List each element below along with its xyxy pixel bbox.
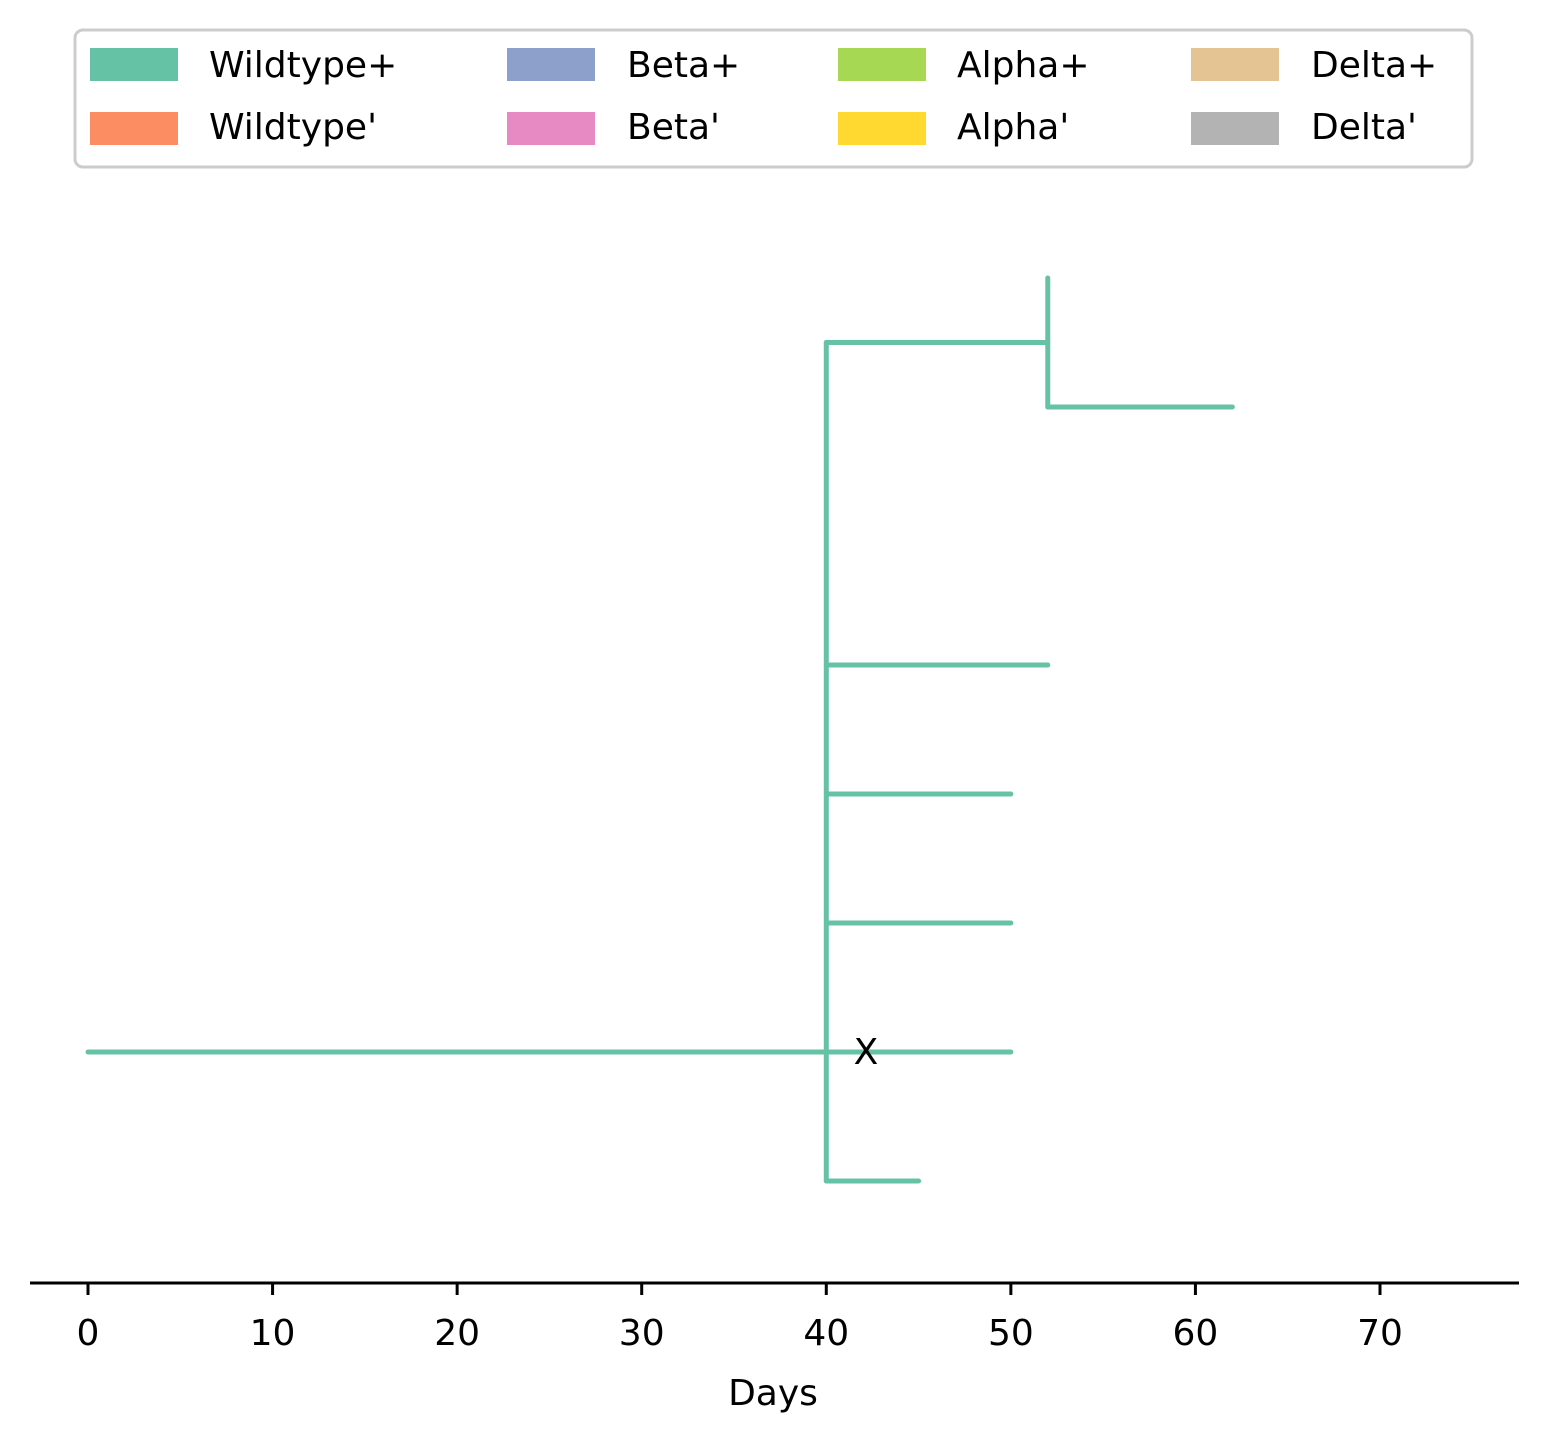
legend-swatch-wildtype-prime bbox=[90, 112, 178, 145]
x-axis-label: Days bbox=[728, 1373, 818, 1414]
legend-swatch-delta-prime bbox=[1191, 112, 1279, 145]
legend-label-alpha-plus: Alpha+ bbox=[957, 45, 1090, 86]
x-axis: 0 10 20 30 40 50 60 70 bbox=[30, 1281, 1519, 1354]
x-tick-label: 0 bbox=[77, 1313, 100, 1354]
x-tick-label: 20 bbox=[434, 1313, 480, 1354]
legend-swatch-alpha-prime bbox=[838, 112, 926, 145]
x-tick-label: 10 bbox=[250, 1313, 296, 1354]
legend-swatch-beta-plus bbox=[507, 48, 595, 81]
plot-area: X bbox=[85, 275, 1235, 1184]
legend-label-wildtype-prime: Wildtype' bbox=[209, 107, 377, 148]
legend-label-alpha-prime: Alpha' bbox=[957, 107, 1069, 148]
legend: Wildtype+ Wildtype' Beta+ Beta' Alpha+ Alpha'… bbox=[73, 28, 1474, 169]
legend-swatch-wildtype-plus bbox=[90, 48, 178, 81]
x-tick-label: 70 bbox=[1357, 1313, 1403, 1354]
legend-frame bbox=[73, 28, 1474, 169]
legend-label-beta-plus: Beta+ bbox=[627, 45, 740, 86]
legend-label-beta-prime: Beta' bbox=[627, 107, 720, 148]
legend-swatch-delta-plus bbox=[1191, 48, 1279, 81]
legend-label-delta-plus: Delta+ bbox=[1311, 45, 1437, 86]
x-tick-label: 50 bbox=[988, 1313, 1034, 1354]
legend-swatch-alpha-plus bbox=[838, 48, 926, 81]
legend-label-wildtype-plus: Wildtype+ bbox=[209, 45, 397, 86]
x-tick-label: 30 bbox=[619, 1313, 665, 1354]
x-tick-label: 60 bbox=[1173, 1313, 1219, 1354]
legend-swatch-beta-prime bbox=[507, 112, 595, 145]
annotation-marker: X bbox=[854, 1032, 879, 1073]
x-tick-label: 40 bbox=[803, 1313, 849, 1354]
legend-label-delta-prime: Delta' bbox=[1311, 107, 1417, 148]
